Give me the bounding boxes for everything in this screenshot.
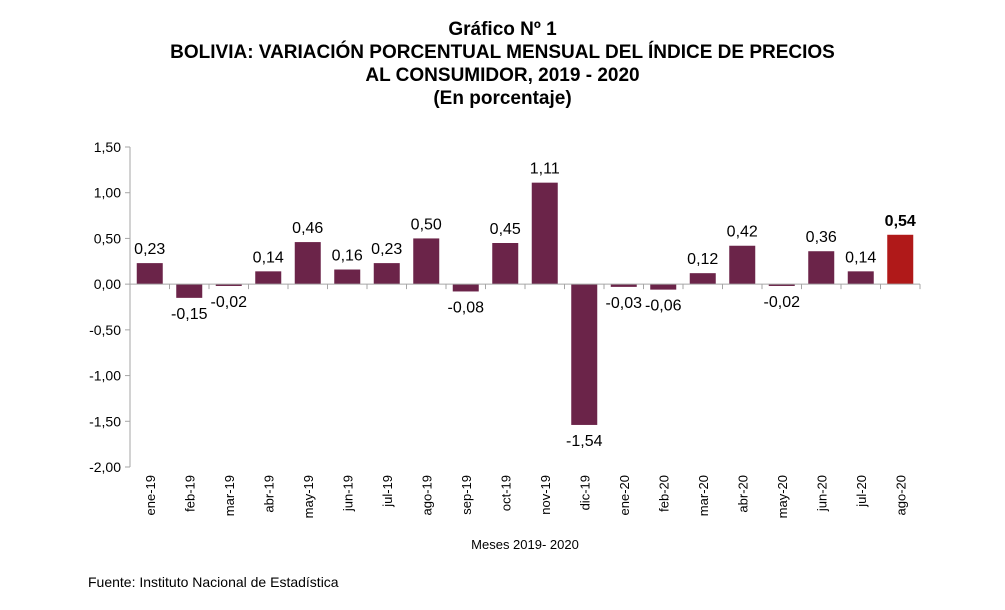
- x-tick-label: nov-19: [538, 475, 553, 515]
- y-tick-label: 1,00: [94, 185, 121, 201]
- x-tick-label: dic-19: [577, 475, 592, 510]
- bar: [729, 245, 756, 285]
- bar: [768, 284, 795, 286]
- x-tick-label: abr-20: [735, 475, 750, 513]
- x-tick-label: jul-19: [380, 475, 395, 508]
- bar: [610, 284, 637, 287]
- bar: [294, 242, 321, 285]
- x-tick-label: jun-20: [814, 475, 829, 512]
- bar: [571, 284, 598, 425]
- x-tick-label: sep-19: [459, 475, 474, 515]
- x-tick-label: may-19: [301, 475, 316, 518]
- bar: [373, 263, 400, 285]
- x-tick-label: may-20: [775, 475, 790, 518]
- y-tick-label: -1,50: [89, 413, 121, 429]
- data-label: -0,02: [764, 294, 801, 311]
- data-label: 0,12: [687, 251, 718, 268]
- data-label: 0,50: [411, 216, 442, 233]
- y-tick-label: 0,50: [94, 230, 121, 246]
- data-label: 0,36: [806, 229, 837, 246]
- chart-title-line-1: Gráfico Nº 1: [448, 19, 557, 40]
- chart-title-line-2: BOLIVIA: VARIACIÓN PORCENTUAL MENSUAL DE…: [170, 42, 835, 63]
- data-label: -0,02: [211, 294, 248, 311]
- x-tick-label: feb-20: [656, 475, 671, 512]
- bar: [689, 273, 716, 285]
- data-label: 0,16: [332, 248, 363, 265]
- x-tick-label: abr-19: [261, 475, 276, 513]
- x-tick-label: jun-19: [340, 475, 355, 512]
- bar: [136, 263, 163, 285]
- bar: [413, 238, 440, 285]
- data-label: 0,54: [885, 213, 916, 230]
- x-tick-label: mar-19: [222, 475, 237, 516]
- bar: [176, 284, 203, 298]
- bar: [531, 182, 558, 285]
- y-tick-label: 0,00: [94, 276, 121, 292]
- x-tick-label: feb-19: [182, 475, 197, 512]
- x-tick-label: ene-20: [617, 475, 632, 515]
- bar: [847, 271, 874, 285]
- x-tick-label: ago-20: [893, 475, 908, 515]
- data-label: 0,42: [727, 224, 758, 241]
- bar: [808, 251, 835, 285]
- bar: [452, 284, 479, 292]
- data-label: -1,54: [566, 433, 603, 450]
- y-tick-label: -0,50: [89, 322, 121, 338]
- chart-title-block: Gráfico Nº 1 BOLIVIA: VARIACIÓN PORCENTU…: [0, 18, 1005, 110]
- data-label: 1,11: [530, 161, 560, 178]
- bar: [255, 271, 282, 285]
- y-tick-label: -1,00: [89, 368, 121, 384]
- data-label: 0,23: [371, 241, 402, 258]
- x-tick-label: oct-19: [498, 475, 513, 511]
- bar: [334, 269, 361, 285]
- data-label: 0,23: [134, 241, 165, 258]
- x-axis-title: Meses 2019- 2020: [471, 537, 579, 552]
- x-tick-label: ago-19: [419, 475, 434, 515]
- bar: [887, 234, 914, 285]
- chart-title-line-3: AL CONSUMIDOR, 2019 - 2020: [365, 65, 640, 86]
- y-tick-label: -2,00: [89, 459, 121, 475]
- data-label: -0,08: [448, 299, 485, 316]
- y-tick-label: 1,50: [94, 139, 121, 155]
- source-note: Fuente: Instituto Nacional de Estadístic…: [88, 574, 339, 590]
- data-label: 0,14: [253, 249, 284, 266]
- bar: [650, 284, 677, 290]
- chart-subtitle: (En porcentaje): [433, 88, 572, 109]
- bar: [215, 284, 242, 286]
- data-label: 0,45: [490, 221, 521, 238]
- bar: [492, 243, 519, 285]
- x-tick-label: mar-20: [696, 475, 711, 516]
- x-tick-label: ene-19: [143, 475, 158, 515]
- data-label: 0,14: [845, 249, 876, 266]
- data-label: -0,03: [606, 295, 643, 312]
- x-tick-label: jul-20: [854, 475, 869, 508]
- data-label: -0,15: [171, 306, 208, 323]
- data-label: -0,06: [645, 298, 682, 315]
- data-label: 0,46: [292, 220, 323, 237]
